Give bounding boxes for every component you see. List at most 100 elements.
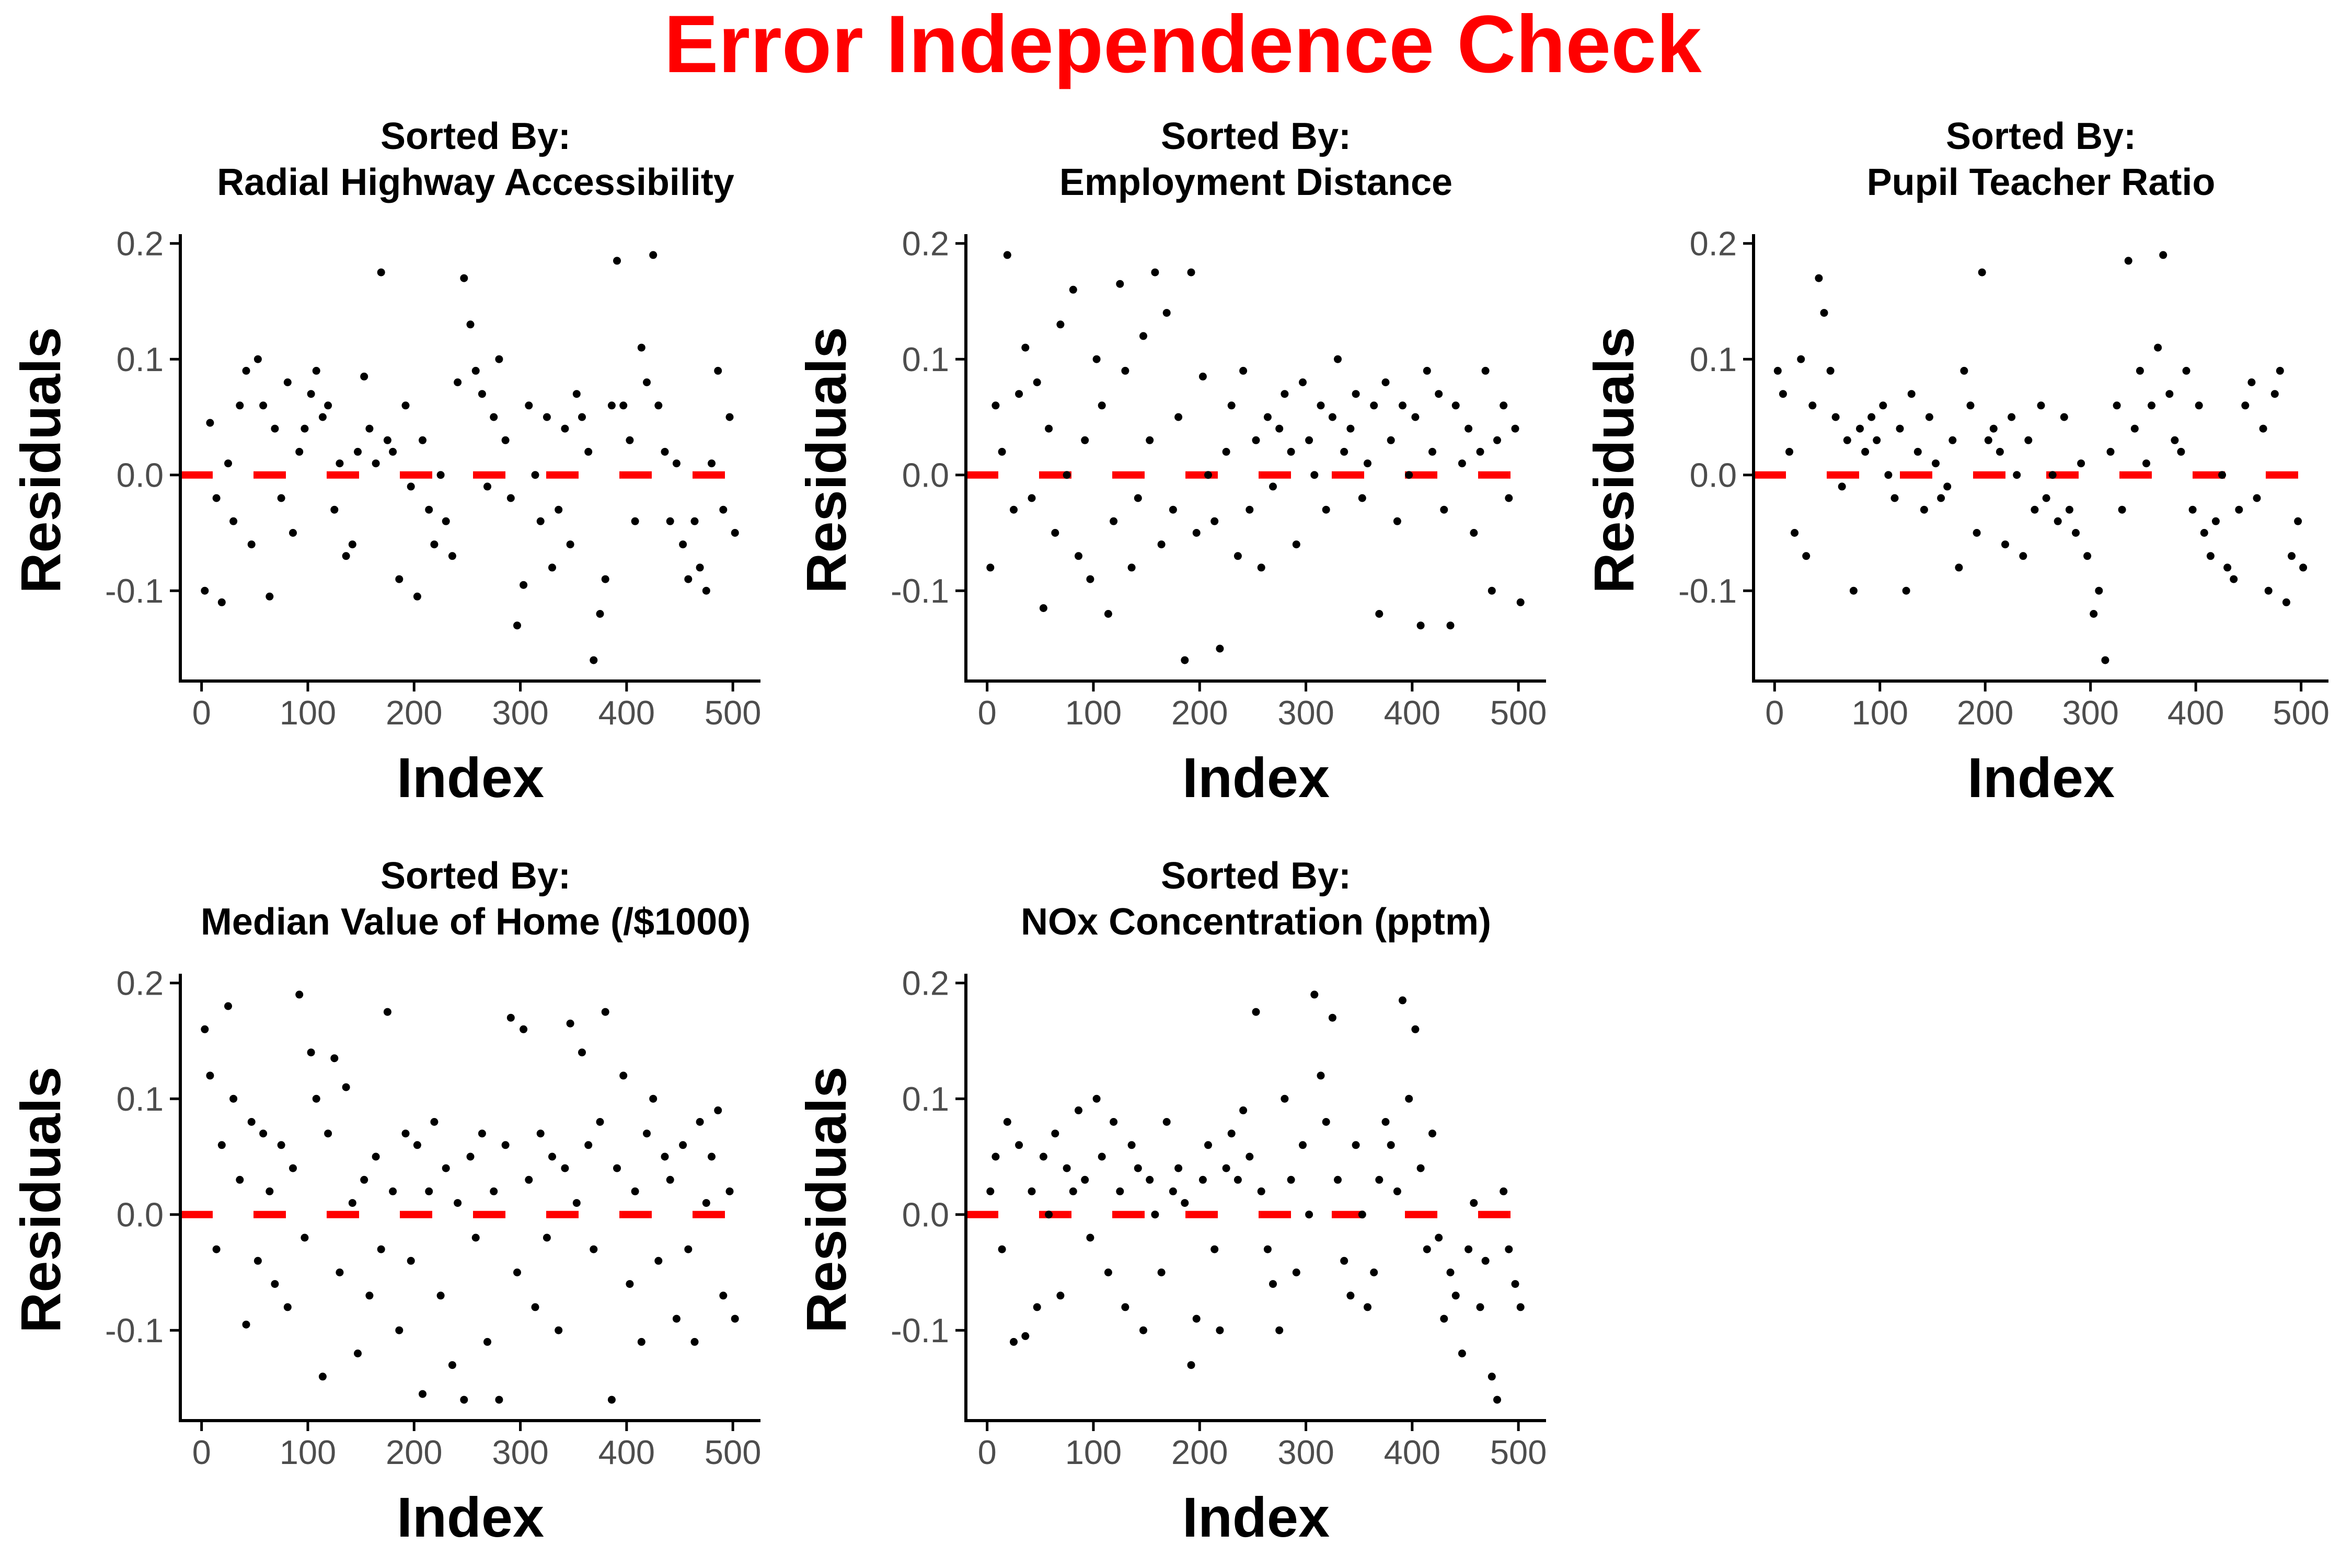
data-point — [998, 1245, 1006, 1253]
data-point — [348, 540, 356, 549]
data-point — [365, 424, 374, 433]
data-point — [696, 563, 704, 572]
data-point — [654, 401, 663, 410]
data-point — [289, 1164, 297, 1172]
data-point — [1393, 1187, 1401, 1195]
data-point — [2013, 471, 2021, 479]
data-point — [289, 529, 297, 537]
data-point — [2148, 401, 2155, 410]
data-point — [506, 1013, 515, 1022]
x-tick-label: 100 — [1852, 694, 1908, 732]
data-point — [2083, 552, 2092, 560]
data-point — [383, 436, 391, 444]
data-point — [1375, 1175, 1383, 1184]
data-point — [2235, 505, 2243, 514]
data-point — [212, 1245, 221, 1253]
x-tick-label: 300 — [1277, 694, 1334, 732]
data-point — [661, 1152, 669, 1161]
data-point — [1978, 268, 1986, 276]
x-tick-label: 0 — [192, 1433, 211, 1471]
data-point — [1500, 1187, 1508, 1195]
data-point — [2182, 366, 2190, 375]
data-point — [483, 482, 491, 491]
data-point — [271, 424, 279, 433]
data-point — [1465, 424, 1473, 433]
data-point — [1352, 1141, 1360, 1149]
data-point — [1210, 517, 1219, 525]
data-point — [307, 1048, 315, 1057]
data-point — [1411, 413, 1420, 421]
data-point — [1198, 1175, 1207, 1184]
data-point — [1257, 1187, 1265, 1195]
data-point — [731, 1315, 739, 1323]
y-tick-label: -0.1 — [105, 1311, 164, 1350]
y-axis-title: Residuals — [794, 327, 858, 593]
data-point — [1127, 1141, 1136, 1149]
data-point — [555, 505, 563, 514]
data-point — [1476, 447, 1484, 456]
data-point — [1370, 1269, 1378, 1276]
data-point — [684, 575, 693, 583]
data-point — [1370, 401, 1378, 410]
y-tick-label: -0.1 — [891, 1311, 949, 1350]
data-point — [513, 621, 521, 630]
data-point — [336, 1269, 344, 1276]
y-tick-label: 0.0 — [117, 456, 164, 494]
y-tick-label: 0.2 — [1690, 225, 1737, 263]
data-point — [348, 1199, 356, 1207]
data-point — [1110, 517, 1118, 525]
data-point — [1322, 505, 1330, 514]
data-point — [224, 459, 232, 468]
data-point — [1984, 436, 1992, 444]
data-point — [1299, 378, 1307, 386]
x-tick-label: 500 — [2273, 694, 2329, 732]
data-point — [1056, 320, 1065, 329]
data-point — [601, 575, 609, 583]
data-point — [1292, 1269, 1300, 1276]
data-point — [1021, 1332, 1030, 1340]
data-point — [271, 1280, 279, 1288]
data-point — [1861, 447, 1870, 456]
data-point — [1932, 459, 1940, 468]
data-point — [365, 1292, 374, 1300]
data-point — [1139, 1326, 1147, 1334]
data-point — [1411, 1025, 1420, 1033]
data-point — [626, 436, 634, 444]
data-point — [2048, 471, 2057, 479]
data-point — [324, 401, 332, 410]
data-point — [643, 1129, 651, 1138]
data-point — [1104, 1269, 1112, 1276]
data-point — [991, 401, 1000, 410]
y-tick-label: 0.2 — [117, 225, 164, 263]
data-point — [1281, 1094, 1289, 1103]
data-point — [1328, 1013, 1336, 1022]
data-point — [2106, 447, 2115, 456]
data-point — [1204, 471, 1212, 479]
data-point — [312, 1094, 320, 1103]
data-point — [1003, 1118, 1011, 1126]
data-point — [2090, 610, 2098, 618]
data-point — [1162, 309, 1171, 317]
data-point — [1104, 610, 1112, 618]
y-tick-label: -0.1 — [1678, 572, 1737, 610]
data-point — [643, 378, 651, 386]
data-point — [2223, 563, 2232, 572]
data-point — [201, 586, 209, 595]
data-point — [998, 447, 1006, 456]
data-point — [372, 1152, 380, 1161]
data-point — [654, 1256, 663, 1265]
data-point — [2019, 552, 2027, 560]
data-point — [1239, 1106, 1248, 1114]
data-point — [253, 355, 262, 363]
x-tick-label: 400 — [598, 694, 655, 732]
data-point — [312, 366, 320, 375]
data-point — [1428, 447, 1436, 456]
data-point — [495, 355, 503, 363]
data-point — [666, 517, 674, 525]
x-tick-label: 500 — [1490, 694, 1547, 732]
data-point — [1169, 505, 1177, 514]
data-point — [1222, 1164, 1230, 1172]
y-tick-label: 0.1 — [902, 1080, 949, 1118]
y-tick-label: 0.0 — [117, 1196, 164, 1234]
data-point — [1204, 1141, 1212, 1149]
